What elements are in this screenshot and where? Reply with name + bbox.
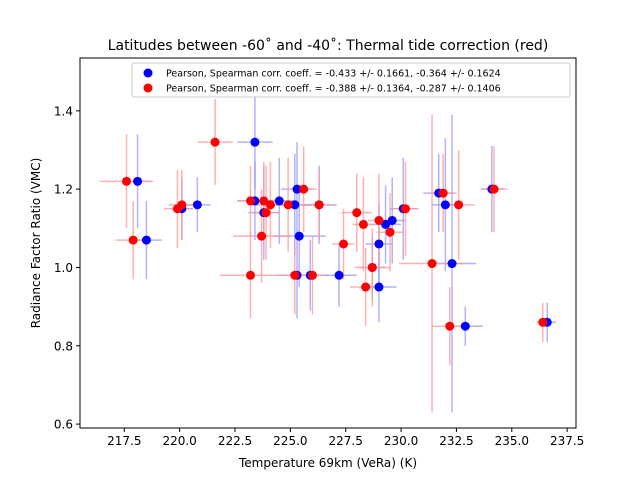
data-point-red bbox=[361, 282, 371, 292]
y-tick-label: 0.6 bbox=[54, 418, 73, 432]
data-point-red bbox=[314, 200, 324, 210]
x-tick-label: 227.5 bbox=[329, 434, 363, 448]
data-point-red bbox=[257, 231, 267, 241]
x-tick-label: 220.0 bbox=[162, 434, 196, 448]
data-point-blue bbox=[381, 219, 391, 229]
data-point-blue bbox=[460, 321, 470, 331]
y-axis-ticks: 0.6 0.8 1.0 1.2 1.4 bbox=[54, 104, 80, 432]
data-point-red bbox=[445, 321, 455, 331]
data-point-red bbox=[401, 204, 410, 214]
data-point-red bbox=[308, 270, 317, 280]
markers-layer bbox=[122, 137, 552, 331]
data-point-red bbox=[246, 196, 255, 206]
data-point-blue bbox=[447, 259, 457, 269]
legend-marker-blue bbox=[143, 68, 153, 78]
legend-entry-blue: Pearson, Spearman corr. coeff. = -0.433 … bbox=[166, 69, 501, 80]
data-point-red bbox=[358, 219, 368, 229]
legend-box bbox=[131, 62, 571, 98]
data-point-red bbox=[210, 137, 220, 147]
data-point-blue bbox=[440, 200, 450, 210]
data-point-red bbox=[261, 208, 271, 218]
data-point-red bbox=[427, 259, 437, 269]
data-point-blue bbox=[290, 200, 300, 210]
data-point-red bbox=[299, 184, 309, 194]
y-tick-label: 1.2 bbox=[54, 183, 73, 197]
x-tick-label: 222.5 bbox=[218, 434, 252, 448]
data-point-red bbox=[122, 176, 131, 186]
plot-area bbox=[79, 57, 577, 429]
x-tick-label: 230.0 bbox=[384, 434, 418, 448]
legend-entry-red: Pearson, Spearman corr. coeff. = -0.388 … bbox=[166, 84, 501, 95]
data-point-red bbox=[339, 239, 348, 249]
axes-frame bbox=[79, 57, 577, 429]
data-point-red bbox=[352, 208, 362, 218]
data-point-red bbox=[290, 270, 300, 280]
data-point-red bbox=[259, 196, 269, 206]
data-point-blue bbox=[133, 176, 143, 186]
data-point-red bbox=[538, 317, 548, 327]
data-point-blue bbox=[250, 137, 260, 147]
data-point-blue bbox=[374, 239, 384, 249]
data-point-red bbox=[265, 200, 275, 210]
data-point-red bbox=[489, 184, 499, 194]
x-tick-label: 237.5 bbox=[550, 434, 584, 448]
x-tick-label: 217.5 bbox=[107, 434, 141, 448]
x-axis-ticks: 217.5 220.0 222.5 225.0 227.5 230.0 232.5 235.0… bbox=[107, 428, 584, 448]
data-point-red bbox=[177, 200, 187, 210]
data-point-red bbox=[438, 188, 448, 198]
x-axis-label: Temperature 69km (VeRa) (K) bbox=[238, 456, 417, 470]
data-point-red bbox=[283, 200, 293, 210]
data-point-blue bbox=[192, 200, 202, 210]
data-point-red bbox=[128, 235, 138, 245]
y-tick-label: 1.0 bbox=[54, 261, 73, 275]
data-point-blue bbox=[294, 231, 304, 241]
legend: Pearson, Spearman corr. coeff. = -0.433 … bbox=[131, 62, 571, 98]
x-tick-label: 232.5 bbox=[439, 434, 473, 448]
y-axis-label: Radiance Factor Ratio (VMC) bbox=[29, 158, 43, 329]
data-point-blue bbox=[292, 184, 302, 194]
y-tick-label: 0.8 bbox=[54, 339, 73, 353]
data-point-blue bbox=[387, 215, 397, 225]
data-point-red bbox=[454, 200, 464, 210]
x-tick-label: 225.0 bbox=[273, 434, 307, 448]
x-tick-label: 235.0 bbox=[495, 434, 529, 448]
data-point-red bbox=[246, 270, 255, 280]
data-point-blue bbox=[274, 196, 284, 206]
y-tick-label: 1.4 bbox=[54, 104, 73, 118]
data-point-red bbox=[385, 227, 395, 237]
data-point-red bbox=[367, 262, 377, 272]
legend-marker-red bbox=[143, 83, 153, 93]
chart-title: Latitudes between -60˚ and -40˚: Thermal… bbox=[108, 37, 549, 54]
data-point-red bbox=[374, 215, 384, 225]
data-point-blue bbox=[141, 235, 151, 245]
data-point-blue bbox=[374, 282, 384, 292]
data-point-blue bbox=[334, 270, 344, 280]
